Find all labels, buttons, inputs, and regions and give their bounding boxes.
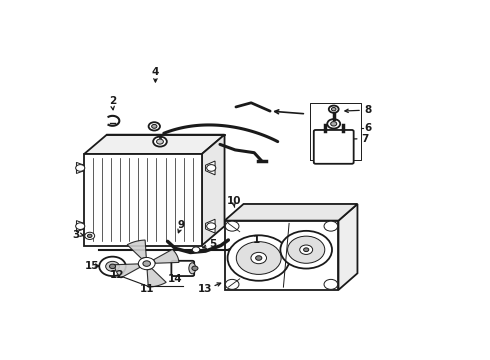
- Circle shape: [324, 221, 338, 231]
- Polygon shape: [84, 154, 202, 246]
- Polygon shape: [206, 219, 215, 233]
- Circle shape: [304, 248, 309, 252]
- Circle shape: [329, 105, 339, 113]
- Circle shape: [157, 139, 163, 144]
- Polygon shape: [84, 135, 224, 154]
- Polygon shape: [76, 221, 84, 232]
- Text: 6: 6: [365, 123, 372, 133]
- Circle shape: [236, 242, 281, 274]
- Circle shape: [109, 264, 116, 269]
- Circle shape: [207, 223, 216, 229]
- Circle shape: [99, 257, 126, 276]
- Circle shape: [256, 256, 262, 260]
- Ellipse shape: [189, 263, 196, 274]
- Circle shape: [192, 266, 198, 270]
- Text: 3: 3: [72, 230, 79, 240]
- Polygon shape: [76, 162, 84, 174]
- Circle shape: [75, 223, 85, 229]
- Circle shape: [324, 279, 338, 289]
- Circle shape: [192, 247, 200, 252]
- Circle shape: [327, 119, 340, 129]
- Text: 1: 1: [253, 235, 261, 245]
- Circle shape: [148, 122, 160, 131]
- Polygon shape: [202, 135, 224, 246]
- Circle shape: [138, 257, 155, 270]
- Polygon shape: [224, 221, 339, 290]
- Circle shape: [143, 261, 150, 266]
- Circle shape: [331, 108, 336, 111]
- Circle shape: [225, 279, 239, 289]
- Text: 13: 13: [198, 284, 213, 293]
- Circle shape: [227, 235, 290, 281]
- Circle shape: [331, 122, 337, 126]
- Circle shape: [225, 221, 239, 231]
- Circle shape: [288, 236, 325, 263]
- Text: 10: 10: [227, 196, 241, 206]
- FancyBboxPatch shape: [172, 261, 194, 276]
- Polygon shape: [127, 240, 147, 259]
- Circle shape: [151, 125, 157, 128]
- Circle shape: [153, 136, 167, 147]
- Polygon shape: [224, 204, 358, 221]
- Text: 11: 11: [140, 284, 154, 293]
- Polygon shape: [153, 249, 179, 263]
- Circle shape: [87, 234, 92, 238]
- Polygon shape: [206, 161, 215, 175]
- Circle shape: [207, 165, 216, 171]
- Circle shape: [75, 165, 85, 171]
- Text: 5: 5: [210, 239, 217, 249]
- FancyBboxPatch shape: [314, 130, 354, 164]
- Circle shape: [106, 261, 120, 271]
- Text: 8: 8: [365, 105, 372, 115]
- Circle shape: [251, 252, 267, 264]
- Polygon shape: [147, 269, 166, 287]
- Polygon shape: [115, 264, 140, 278]
- Circle shape: [280, 231, 332, 269]
- Text: 7: 7: [361, 134, 369, 144]
- Polygon shape: [339, 204, 358, 290]
- Text: 15: 15: [85, 261, 99, 271]
- Text: 9: 9: [177, 220, 184, 230]
- Circle shape: [85, 232, 95, 239]
- Text: 2: 2: [109, 96, 116, 107]
- Circle shape: [300, 245, 313, 255]
- Text: 14: 14: [168, 274, 182, 284]
- Text: 12: 12: [110, 270, 124, 280]
- Text: 4: 4: [152, 67, 159, 77]
